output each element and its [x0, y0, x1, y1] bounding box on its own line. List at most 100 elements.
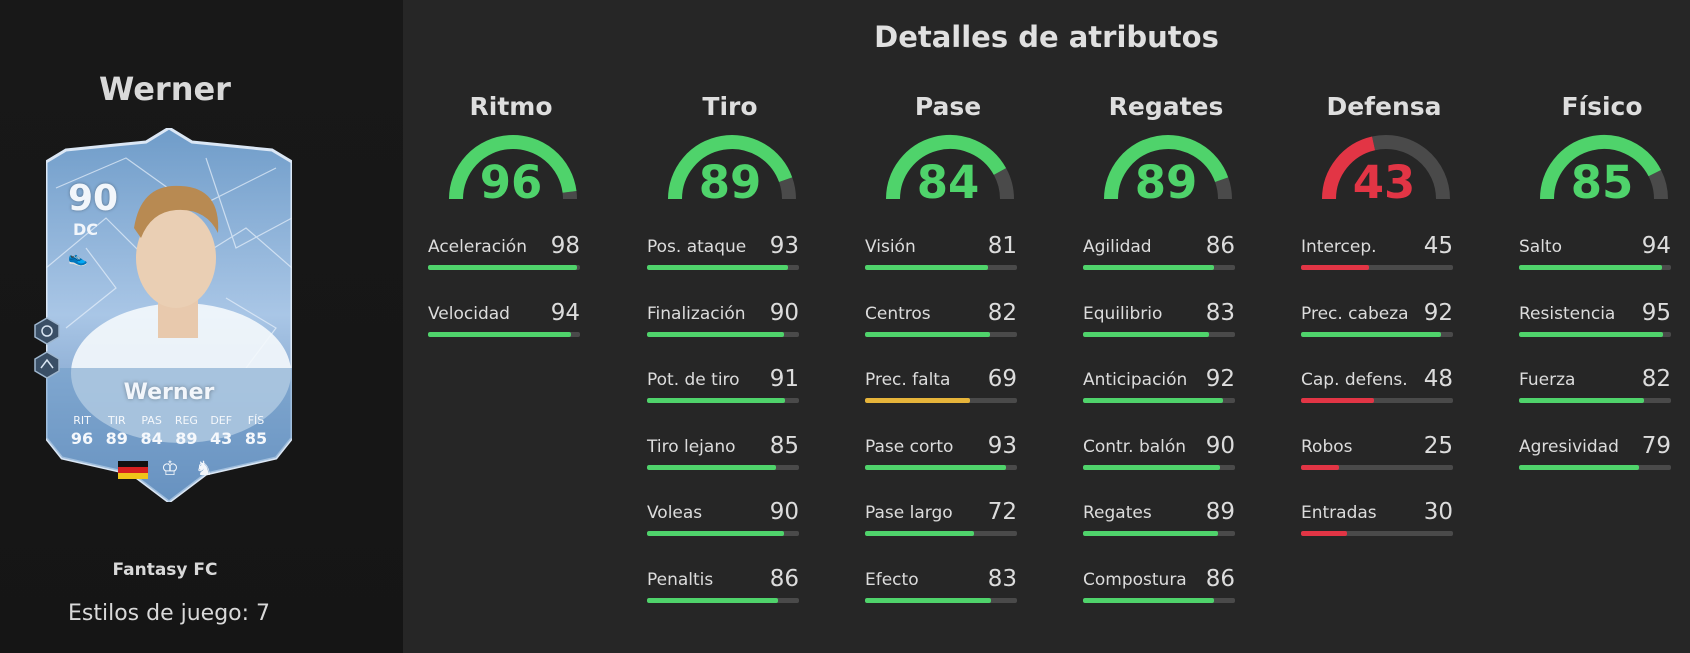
attribute-row[interactable]: Regates 89 — [1081, 499, 1245, 539]
player-panel: Werner — [0, 0, 403, 653]
attribute-value: 79 — [1641, 433, 1671, 459]
attribute-bar-fill — [647, 531, 784, 536]
category-title: Físico — [1561, 92, 1643, 121]
attribute-row[interactable]: Salto 94 — [1517, 233, 1681, 273]
gauge-track — [993, 168, 1014, 200]
attribute-row[interactable]: Pase largo 72 — [863, 499, 1027, 539]
gauge-fill — [449, 135, 577, 200]
attribute-value: 48 — [1423, 366, 1453, 392]
gauge-fill — [1322, 136, 1376, 200]
gauge-fill — [886, 135, 1007, 200]
attribute-row[interactable]: Pase corto 93 — [863, 433, 1027, 473]
attribute-label: Anticipación — [1083, 370, 1188, 390]
attribute-value: 69 — [987, 366, 1017, 392]
attribute-row[interactable]: Contr. balón 90 — [1081, 433, 1245, 473]
attribute-row[interactable]: Agresividad 79 — [1517, 433, 1681, 473]
card-background — [46, 128, 292, 502]
card-stat: RIT 96 — [66, 414, 98, 448]
attribute-label: Penaltis — [647, 570, 714, 590]
gauge-track — [1648, 169, 1668, 200]
playstyles-count[interactable]: Estilos de juego: 7 — [68, 601, 271, 626]
attribute-label: Aceleración — [428, 237, 527, 257]
attribute-row[interactable]: Entradas 30 — [1299, 499, 1463, 539]
attribute-row[interactable]: Prec. cabeza 92 — [1299, 300, 1463, 340]
attribute-label: Prec. falta — [865, 370, 951, 390]
attribute-bar — [428, 332, 580, 337]
card-stat-value: 96 — [70, 429, 94, 448]
attribute-row[interactable]: Centros 82 — [863, 300, 1027, 340]
attribute-row[interactable]: Cap. defens. 48 — [1299, 366, 1463, 406]
attribute-row[interactable]: Equilibrio 83 — [1081, 300, 1245, 340]
attribute-label: Efecto — [865, 570, 919, 590]
category-value: 85 — [1570, 156, 1634, 209]
attribute-row[interactable]: Velocidad 94 — [426, 300, 590, 340]
gauge-track — [778, 177, 796, 200]
attribute-row[interactable]: Agilidad 86 — [1081, 233, 1245, 273]
category-value: 89 — [1134, 156, 1198, 209]
card-stat-label: FÍS — [247, 414, 265, 427]
attribute-bar-fill — [1301, 332, 1441, 337]
card-stat-label: REG — [174, 414, 198, 427]
attribute-bar — [1519, 265, 1671, 270]
attribute-bar-fill — [647, 265, 789, 270]
attribute-bar-fill — [1519, 332, 1664, 337]
attribute-row[interactable]: Prec. falta 69 — [863, 366, 1027, 406]
attribute-row[interactable]: Intercep. 45 — [1299, 233, 1463, 273]
player-card[interactable]: 90 DC 👟 Werner RIT 96 TIR 89 PAS 84 REG 89 D… — [46, 128, 292, 502]
category-gauge — [1322, 135, 1450, 200]
category-value: 89 — [698, 156, 762, 209]
card-stat-value: 43 — [210, 429, 233, 448]
attribute-row[interactable]: Aceleración 98 — [426, 233, 590, 273]
card-rating: 90 — [68, 178, 119, 219]
gauge-track — [1214, 177, 1232, 200]
card-stat-value: 85 — [244, 429, 268, 448]
attribute-bar — [647, 265, 799, 270]
card-stat: PAS 84 — [136, 414, 168, 448]
attribute-row[interactable]: Robos 25 — [1299, 433, 1463, 473]
attribute-row[interactable]: Anticipación 92 — [1081, 366, 1245, 406]
attribute-row[interactable]: Penaltis 86 — [645, 566, 809, 606]
attribute-row[interactable]: Resistencia 95 — [1517, 300, 1681, 340]
attribute-row[interactable]: Efecto 83 — [863, 566, 1027, 606]
playstyle-icon[interactable] — [32, 316, 62, 346]
attribute-bar-fill — [1519, 265, 1662, 270]
attribute-value: 93 — [987, 433, 1017, 459]
playstyle-icon[interactable] — [32, 350, 62, 380]
attribute-row[interactable]: Visión 81 — [863, 233, 1027, 273]
attribute-bar — [1301, 332, 1453, 337]
gauge-fill — [1104, 135, 1229, 200]
gauge-track — [1372, 135, 1450, 200]
category-title: Defensa — [1326, 92, 1442, 121]
attribute-bar-fill — [1083, 598, 1214, 603]
attribute-label: Prec. cabeza — [1301, 304, 1409, 324]
attribute-row[interactable]: Voleas 90 — [645, 499, 809, 539]
attribute-row[interactable]: Pos. ataque 93 — [645, 233, 809, 273]
attribute-label: Tiro lejano — [647, 437, 736, 457]
attribute-bar — [1083, 265, 1235, 270]
attribute-row[interactable]: Finalización 90 — [645, 300, 809, 340]
card-stat-label: TIR — [107, 414, 126, 427]
category-title: Tiro — [702, 92, 758, 121]
attribute-bar-fill — [647, 598, 778, 603]
attribute-value: 90 — [1205, 433, 1235, 459]
attribute-value: 85 — [769, 433, 799, 459]
card-stat: TIR 89 — [101, 414, 133, 448]
attribute-bar — [865, 265, 1017, 270]
attribute-row[interactable]: Tiro lejano 85 — [645, 433, 809, 473]
attribute-bar — [1083, 598, 1235, 603]
germany-flag-icon — [118, 461, 148, 479]
attribute-bar — [865, 598, 1017, 603]
attribute-row[interactable]: Compostura 86 — [1081, 566, 1245, 606]
attribute-bar-fill — [428, 265, 577, 270]
attribute-label: Centros — [865, 304, 931, 324]
attribute-bar-fill — [1301, 265, 1370, 270]
attribute-bar — [1519, 465, 1671, 470]
attribute-value: 83 — [987, 566, 1017, 592]
attribute-row[interactable]: Fuerza 82 — [1517, 366, 1681, 406]
attribute-row[interactable]: Pot. de tiro 91 — [645, 366, 809, 406]
attribute-label: Visión — [865, 237, 916, 257]
card-stat: DEF 43 — [205, 414, 237, 448]
attribute-bar-fill — [1301, 398, 1374, 403]
attribute-label: Finalización — [647, 304, 746, 324]
attribute-bar-fill — [647, 465, 777, 470]
